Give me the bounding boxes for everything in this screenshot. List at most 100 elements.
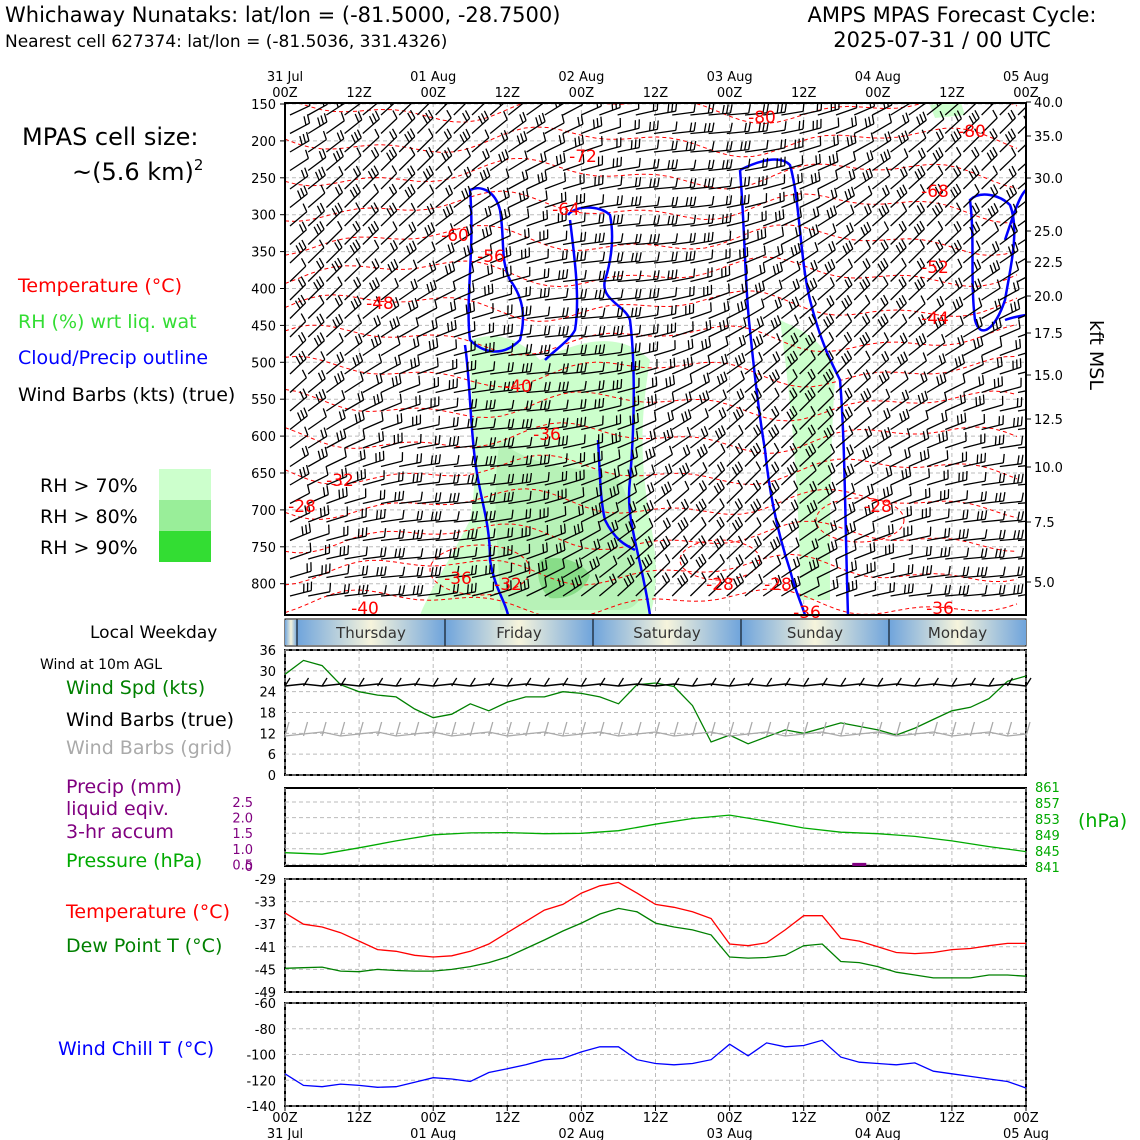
wind-barb-shaft xyxy=(672,276,694,283)
wind-barb-flag xyxy=(337,257,343,267)
wind-barb-flag xyxy=(339,129,345,139)
wind-barb-flag xyxy=(489,492,493,502)
wind-barb-flag xyxy=(667,481,672,491)
wind-barb-flag xyxy=(634,465,638,475)
top-hour-tick: 00Z xyxy=(569,86,595,101)
wind-barb-shaft xyxy=(926,400,947,412)
wind-barb-flag xyxy=(547,363,551,373)
wind-barb-flag xyxy=(867,185,873,195)
wind-barb-flag xyxy=(703,233,706,243)
wind-barb-flag xyxy=(904,389,910,399)
wind-barb xyxy=(762,536,781,560)
wind-barb-flag xyxy=(316,260,322,270)
wind-barb xyxy=(981,260,1001,283)
wind-barb xyxy=(435,547,460,560)
wind-barb-shaft xyxy=(653,348,676,357)
wind-barb-flag xyxy=(555,155,559,165)
wind-barb-flag xyxy=(905,468,908,478)
wind-barb xyxy=(999,184,1018,208)
wind-barb-flag xyxy=(412,530,416,540)
wind-barb-flag xyxy=(484,129,490,139)
wind-barb-flag xyxy=(629,572,635,582)
wind-barb-flag xyxy=(944,411,948,421)
wind-barb xyxy=(817,578,839,597)
wind-barb xyxy=(908,165,926,190)
wind-barb-flag xyxy=(527,227,530,238)
wind-barb-flag xyxy=(744,282,748,292)
wind-barb-flag xyxy=(542,543,545,553)
wind-barb xyxy=(508,305,532,320)
wind-barb-flag xyxy=(323,427,328,437)
wind-barb-flag xyxy=(940,548,943,558)
wind-barb-flag xyxy=(1013,222,1019,232)
wind-barb xyxy=(526,151,547,172)
pressure-tick-label: 350 xyxy=(251,246,276,261)
wind-barb-flag xyxy=(671,251,674,262)
wind-barb-shaft xyxy=(471,194,491,209)
wind-barb-flag xyxy=(984,452,987,462)
wind-barb xyxy=(744,424,762,449)
wind-barb-flag xyxy=(1002,529,1006,539)
wind-barb-shaft xyxy=(562,162,585,172)
wind-barb-flag xyxy=(753,538,760,548)
wind-barb-flag xyxy=(318,239,325,248)
wind-barb-shaft xyxy=(981,173,998,190)
wind-barb xyxy=(762,405,780,430)
wind-barb-flag xyxy=(898,297,905,307)
wind-barb xyxy=(289,257,307,282)
wind-barb-flag xyxy=(687,409,692,419)
rh-region xyxy=(930,103,965,118)
wind-barb-flag xyxy=(408,224,414,233)
wind-barb-shaft xyxy=(689,469,708,486)
wind-barb-flag xyxy=(602,232,605,242)
wind-barb-flag xyxy=(693,122,697,132)
surface-wind-barb-grid xyxy=(562,721,568,737)
top-date-tick: 02 Aug xyxy=(558,70,604,85)
wind-barb xyxy=(453,360,477,375)
wind-barb-flag xyxy=(611,521,616,531)
wind-barb-flag xyxy=(750,448,756,457)
wind-barb-flag xyxy=(948,527,951,537)
wind-barb-flag xyxy=(559,154,563,164)
wind-barb-flag xyxy=(956,128,962,138)
wind-barb xyxy=(999,511,1025,523)
wind-barb xyxy=(762,517,781,541)
wind-barb-flag xyxy=(370,223,377,233)
wind-barb-flag xyxy=(954,358,959,368)
wind-barb-flag xyxy=(758,177,760,187)
wind-barb-shaft xyxy=(635,367,658,375)
wind-barb-flag xyxy=(669,427,674,437)
wind-barb-shaft xyxy=(635,314,658,320)
wind-barb-flag xyxy=(971,112,977,122)
wind-barb xyxy=(435,109,452,134)
isotherm-line xyxy=(285,520,1018,554)
wind-barb xyxy=(307,466,329,486)
wind-barb xyxy=(417,376,440,394)
wind-barb xyxy=(726,282,748,301)
wind-barb xyxy=(562,434,586,449)
wind-barb xyxy=(344,111,363,135)
wind-barb xyxy=(853,258,871,282)
wind-barb-flag xyxy=(806,282,812,292)
wind-barb-flag xyxy=(984,585,988,595)
wind-barb-shaft xyxy=(526,480,549,486)
wind-barb-flag xyxy=(338,411,343,421)
wind-barb-flag xyxy=(511,437,515,447)
wind-barb-flag xyxy=(952,186,959,196)
wind-barb-flag xyxy=(538,114,543,124)
wind-barb-flag xyxy=(888,113,893,123)
wind-barb xyxy=(344,295,362,319)
wind-barb-flag xyxy=(772,265,777,275)
wind-barb xyxy=(417,260,437,283)
wind-barb xyxy=(945,490,969,505)
wind-barb-flag xyxy=(380,566,383,576)
wind-barb xyxy=(635,341,659,357)
wind-barb-shaft xyxy=(416,136,434,153)
wind-barb xyxy=(526,472,550,486)
wind-barb-flag xyxy=(667,103,670,113)
wind-barb-flag xyxy=(1030,110,1034,118)
wind-barb-shaft xyxy=(963,537,986,542)
wind-barb-flag xyxy=(675,121,678,131)
wind-barb-flag xyxy=(475,474,479,484)
wind-barb-flag xyxy=(375,374,380,384)
